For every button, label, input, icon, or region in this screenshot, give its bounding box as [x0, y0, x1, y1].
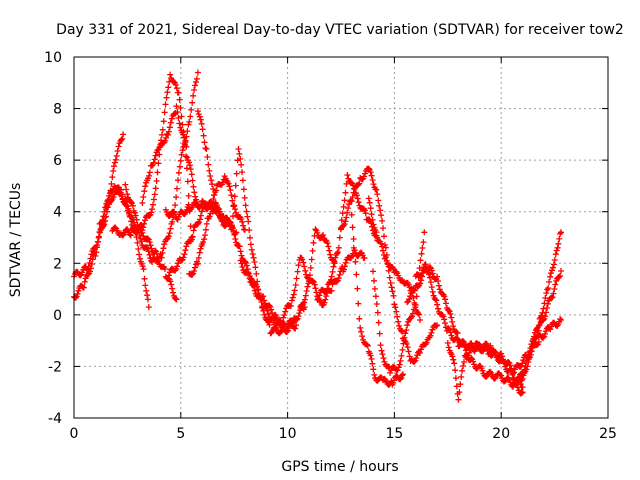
data-series [237, 257, 308, 334]
x-axis-label: GPS time / hours [281, 459, 398, 475]
tick-labels: 0 5 10 15 20 25 -4 -2 0 2 4 6 8 10 [44, 50, 617, 442]
data-series [139, 103, 195, 241]
x-tick-label: 15 [385, 426, 403, 442]
x-tick-label: 5 [176, 426, 185, 442]
x-tick-label: 25 [599, 426, 617, 442]
data-point-markers [139, 103, 195, 241]
data-series [338, 165, 398, 308]
x-tick-label: 0 [70, 426, 79, 442]
data-point-markers [165, 199, 287, 329]
data-point-markers [237, 257, 308, 334]
data-series [314, 172, 381, 303]
data-series [391, 301, 441, 365]
data-point-markers [412, 261, 526, 397]
y-tick-label: -2 [48, 359, 62, 375]
data-points [71, 69, 564, 403]
y-axis-label: SDTVAR / TECUs [8, 183, 24, 298]
data-series [515, 316, 564, 384]
data-point-markers [280, 226, 338, 321]
data-point-markers [391, 301, 441, 365]
y-tick-label: 6 [53, 153, 62, 169]
y-tick-label: -4 [48, 411, 62, 427]
data-series [71, 186, 152, 311]
data-series [122, 69, 201, 265]
data-series [194, 108, 300, 337]
data-point-markers [515, 316, 564, 384]
data-point-markers [511, 229, 564, 384]
y-tick-label: 8 [53, 102, 62, 118]
data-point-markers [194, 108, 300, 337]
y-tick-label: 10 [44, 50, 62, 66]
y-tick-label: 0 [53, 308, 62, 324]
plot-frame [73, 56, 609, 419]
axis-ticks [73, 56, 609, 419]
data-point-markers [297, 244, 368, 310]
x-tick-label: 20 [492, 426, 510, 442]
data-point-markers [404, 266, 526, 391]
data-series [412, 261, 526, 397]
x-tick-label: 10 [279, 426, 297, 442]
data-point-markers [348, 211, 406, 388]
data-point-markers [314, 172, 381, 303]
data-series [280, 226, 338, 321]
data-series [165, 199, 287, 329]
data-series [297, 244, 368, 310]
data-point-markers [71, 186, 152, 311]
data-point-markers [122, 69, 201, 265]
data-series [348, 211, 406, 388]
data-point-markers [338, 165, 398, 308]
chart-title: Day 331 of 2021, Sidereal Day-to-day VTE… [56, 22, 624, 38]
data-series [404, 266, 526, 391]
y-tick-label: 4 [53, 205, 62, 221]
y-tick-label: 2 [53, 256, 62, 272]
data-series [511, 229, 564, 384]
